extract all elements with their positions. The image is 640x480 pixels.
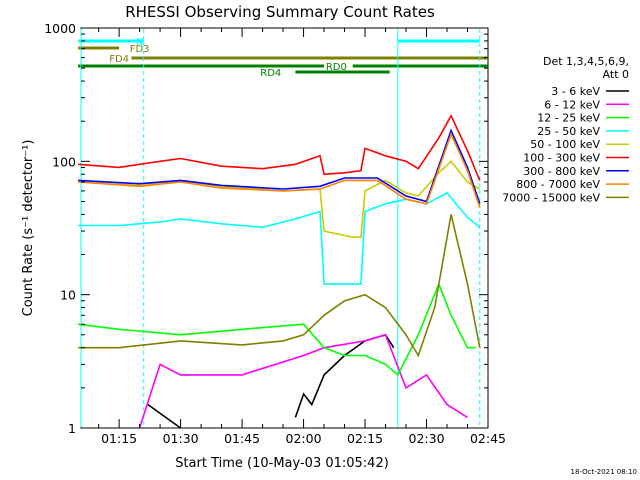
- y-axis-label: Count Rate (s⁻¹ detector⁻¹): [21, 140, 36, 317]
- x-tick-label: 02:00: [286, 431, 322, 446]
- legend-header-line1: Det 1,3,4,5,6,9,: [543, 55, 629, 68]
- flag-bar-label: FD3: [130, 44, 150, 55]
- y-tick-label: 100: [52, 154, 76, 169]
- y-tick-label: 1000: [44, 21, 76, 36]
- plot-frame: [80, 27, 489, 429]
- series-line: [138, 333, 468, 429]
- legend-header-line2: Att 0: [603, 68, 629, 81]
- series-line: [78, 113, 481, 181]
- x-tick-label: 01:30: [163, 431, 199, 446]
- legend-entry-label: 3 - 6 keV: [551, 85, 600, 98]
- x-tick-label: 02:15: [347, 431, 383, 446]
- series-line: [78, 214, 481, 358]
- legend-entry-label: 25 - 50 keV: [537, 125, 600, 138]
- legend-entry-label: 12 - 25 keV: [537, 112, 600, 125]
- series-line: [78, 281, 476, 377]
- y-tick-label: 1: [68, 421, 76, 436]
- legend-entry-label: 7000 - 15000 keV: [502, 191, 600, 204]
- series-line: [78, 131, 481, 208]
- x-tick-label: 02:30: [409, 431, 445, 446]
- legend-entry-label: 800 - 7000 keV: [516, 178, 600, 191]
- y-tick-label: 10: [60, 288, 76, 303]
- x-axis-label: Start Time (10-May-03 01:05:42): [175, 456, 389, 471]
- legend-entry-label: 6 - 12 keV: [544, 98, 600, 111]
- series-line: [78, 128, 481, 205]
- data-series: [78, 113, 481, 429]
- flag-bar-label: RD0: [326, 62, 347, 73]
- series-line: [78, 191, 481, 285]
- x-tick-label: 01:15: [101, 431, 137, 446]
- legend-entry-label: 50 - 100 keV: [530, 138, 600, 151]
- flag-bar-label: FD4: [109, 54, 129, 65]
- vertical-markers: [80, 29, 481, 427]
- flag-bar-label: RD4: [260, 68, 281, 79]
- legend-entry-label: 100 - 300 keV: [523, 152, 600, 165]
- x-tick-label: 01:45: [224, 431, 260, 446]
- generated-timestamp: 18-Oct-2021 08:10: [571, 468, 637, 476]
- chart-title: RHESSI Observing Summary Count Rates: [125, 3, 435, 21]
- x-tick-label: 02:45: [470, 431, 506, 446]
- legend-entry-label: 300 - 800 keV: [523, 165, 600, 178]
- series-line: [147, 333, 395, 429]
- flag-bar-label: N: [136, 37, 143, 48]
- axes: 01:15 01:30 01:45 02:00 02:15 02:30 02:45 1 10 10…: [44, 21, 506, 446]
